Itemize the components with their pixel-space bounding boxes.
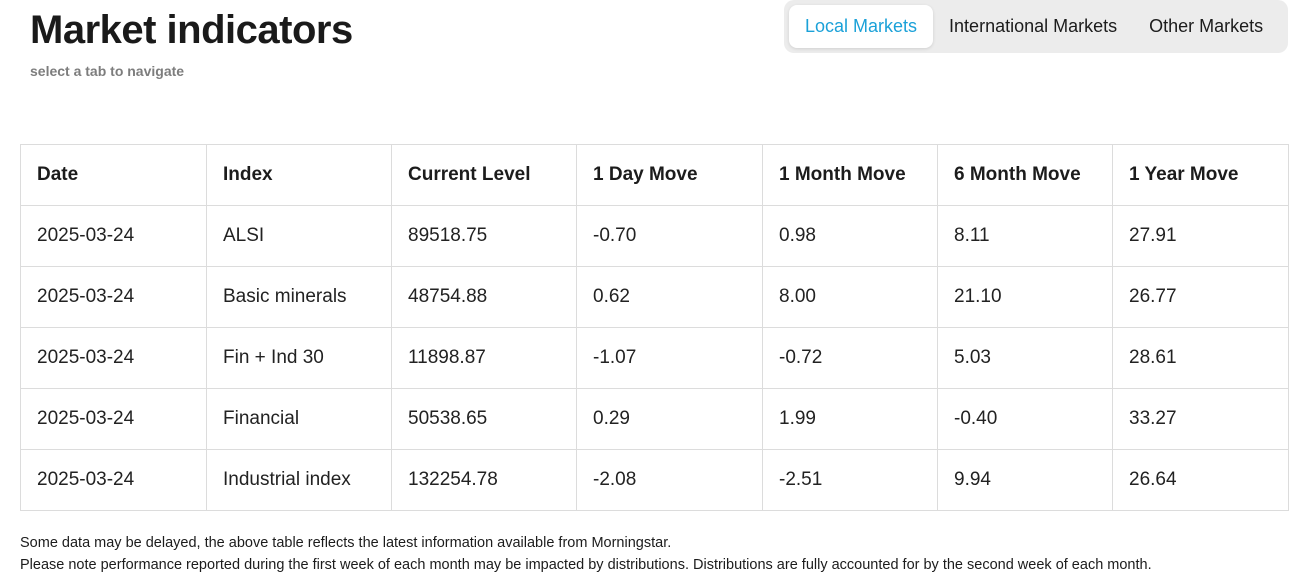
cell-index: Financial	[206, 388, 392, 450]
header-index: Index	[206, 144, 392, 206]
cell-1-month-move: 1.99	[762, 388, 938, 450]
table-row: 2025-03-24 Industrial index 132254.78 -2…	[20, 449, 1289, 511]
cell-index: ALSI	[206, 205, 392, 267]
cell-current-level: 11898.87	[391, 327, 577, 389]
cell-date: 2025-03-24	[20, 449, 207, 511]
header-1-year-move: 1 Year Move	[1112, 144, 1289, 206]
disclaimer-notes: Some data may be delayed, the above tabl…	[20, 532, 1152, 576]
header-current-level: Current Level	[391, 144, 577, 206]
distribution-note: Please note performance reported during …	[20, 557, 1152, 573]
tab-international-markets[interactable]: International Markets	[949, 16, 1118, 36]
cell-1-year-move: 33.27	[1112, 388, 1289, 450]
table-row: 2025-03-24 Financial 50538.65 0.29 1.99 …	[20, 388, 1289, 450]
cell-index: Industrial index	[206, 449, 392, 511]
cell-1-day-move: -2.08	[576, 449, 763, 511]
table-header-row: Date Index Current Level 1 Day Move 1 Mo…	[20, 144, 1289, 206]
delay-note: Some data may be delayed, the above tabl…	[20, 535, 672, 551]
header-1-day-move: 1 Day Move	[576, 144, 763, 206]
cell-current-level: 132254.78	[391, 449, 577, 511]
table-row: 2025-03-24 Basic minerals 48754.88 0.62 …	[20, 266, 1289, 328]
cell-date: 2025-03-24	[20, 327, 207, 389]
cell-1-year-move: 26.77	[1112, 266, 1289, 328]
cell-date: 2025-03-24	[20, 205, 207, 267]
cell-1-year-move: 28.61	[1112, 327, 1289, 389]
cell-1-month-move: 8.00	[762, 266, 938, 328]
cell-date: 2025-03-24	[20, 266, 207, 328]
cell-date: 2025-03-24	[20, 388, 207, 450]
page-title: Market indicators	[30, 8, 353, 52]
market-tabs: Local Markets International Markets Othe…	[784, 0, 1288, 53]
cell-1-day-move: -0.70	[576, 205, 763, 267]
header-6-month-move: 6 Month Move	[937, 144, 1113, 206]
table-row: 2025-03-24 Fin + Ind 30 11898.87 -1.07 -…	[20, 327, 1289, 389]
cell-current-level: 89518.75	[391, 205, 577, 267]
tab-other-markets[interactable]: Other Markets	[1149, 16, 1264, 36]
cell-1-month-move: 0.98	[762, 205, 938, 267]
cell-1-day-move: 0.62	[576, 266, 763, 328]
cell-6-month-move: -0.40	[937, 388, 1113, 450]
cell-1-day-move: -1.07	[576, 327, 763, 389]
header-date: Date	[20, 144, 207, 206]
cell-1-month-move: -0.72	[762, 327, 938, 389]
cell-1-month-move: -2.51	[762, 449, 938, 511]
cell-1-day-move: 0.29	[576, 388, 763, 450]
cell-6-month-move: 5.03	[937, 327, 1113, 389]
cell-index: Fin + Ind 30	[206, 327, 392, 389]
table-row: 2025-03-24 ALSI 89518.75 -0.70 0.98 8.11…	[20, 205, 1289, 267]
header-1-month-move: 1 Month Move	[762, 144, 938, 206]
page-subtitle: select a tab to navigate	[30, 63, 185, 79]
cell-6-month-move: 8.11	[937, 205, 1113, 267]
cell-1-year-move: 26.64	[1112, 449, 1289, 511]
cell-1-year-move: 27.91	[1112, 205, 1289, 267]
cell-current-level: 50538.65	[391, 388, 577, 450]
cell-6-month-move: 9.94	[937, 449, 1113, 511]
cell-index: Basic minerals	[206, 266, 392, 328]
tab-local-markets[interactable]: Local Markets	[789, 5, 934, 48]
cell-6-month-move: 21.10	[937, 266, 1113, 328]
market-indicators-table: Date Index Current Level 1 Day Move 1 Mo…	[20, 144, 1289, 511]
cell-current-level: 48754.88	[391, 266, 577, 328]
